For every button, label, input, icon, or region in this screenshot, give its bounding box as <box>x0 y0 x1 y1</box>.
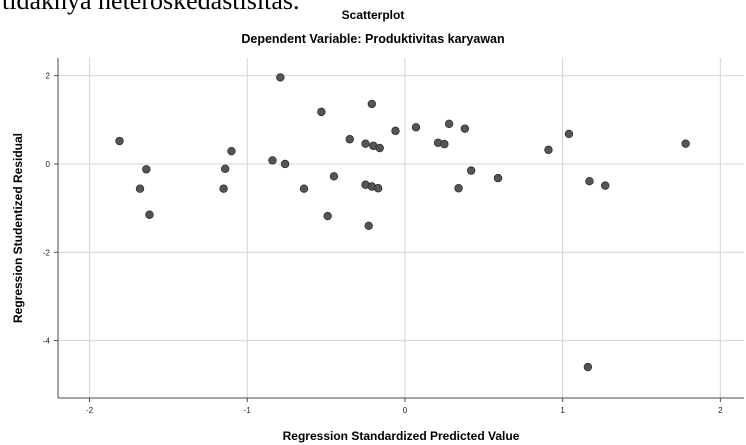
y-tick-label: -4 <box>43 337 51 346</box>
scatter-point <box>454 184 463 193</box>
scatter-point <box>280 159 290 169</box>
scatter-point <box>276 73 285 82</box>
scatter-point <box>391 126 400 136</box>
chart-subtitle: Dependent Variable: Produktivitas karyaw… <box>241 32 505 46</box>
scatter-point <box>373 184 383 193</box>
scatter-point <box>329 172 339 181</box>
scatter-point <box>375 143 384 153</box>
y-tick-label: 0 <box>46 160 51 169</box>
data-points <box>115 73 690 372</box>
scatter-point <box>142 165 151 174</box>
scatter-point <box>367 99 377 109</box>
y-tick-label: 2 <box>46 72 51 81</box>
scatter-point <box>493 173 503 183</box>
axes <box>57 58 744 399</box>
x-tick-label: 1 <box>560 406 565 415</box>
y-axis-label: Regression Studentized Residual <box>11 133 25 323</box>
scatter-point <box>268 156 277 165</box>
scatter-point <box>440 139 449 149</box>
scatter-point <box>220 164 230 174</box>
scatter-point <box>364 221 373 230</box>
grid-lines <box>58 58 744 398</box>
scatter-point <box>145 210 154 219</box>
scatter-point <box>299 184 309 193</box>
scatter-point <box>115 136 124 146</box>
scatter-point <box>323 211 332 221</box>
scatter-point <box>460 124 470 133</box>
scatter-point <box>361 139 370 148</box>
y-tick-label: -2 <box>43 248 51 257</box>
scatter-point <box>585 176 594 186</box>
scatter-point <box>681 139 690 148</box>
x-tick-label: -2 <box>86 406 94 415</box>
scatter-point <box>564 129 574 139</box>
scatter-point <box>345 135 354 144</box>
x-axis-label: Regression Standardized Predicted Value <box>283 429 520 443</box>
scatter-point <box>135 184 145 193</box>
x-tick-label: -1 <box>244 406 252 415</box>
scatter-point <box>444 119 454 128</box>
scatter-point <box>583 362 593 372</box>
scatter-point <box>601 181 610 190</box>
tick-labels: -2 -1 0 1 2 2 0 -2 -4 <box>43 72 723 415</box>
scatter-point <box>219 184 228 193</box>
scatter-point <box>317 107 326 117</box>
scatter-point <box>411 123 421 132</box>
clipped-document-text: tidaknya heteroskedastisitas. <box>2 0 300 15</box>
scatter-point <box>544 145 553 155</box>
chart-title: Scatterplot <box>341 8 405 22</box>
x-tick-label: 2 <box>718 406 723 415</box>
scatter-point <box>466 166 476 175</box>
plot-area <box>58 58 744 398</box>
x-tick-label: 0 <box>403 406 408 415</box>
scatter-point <box>227 146 236 156</box>
